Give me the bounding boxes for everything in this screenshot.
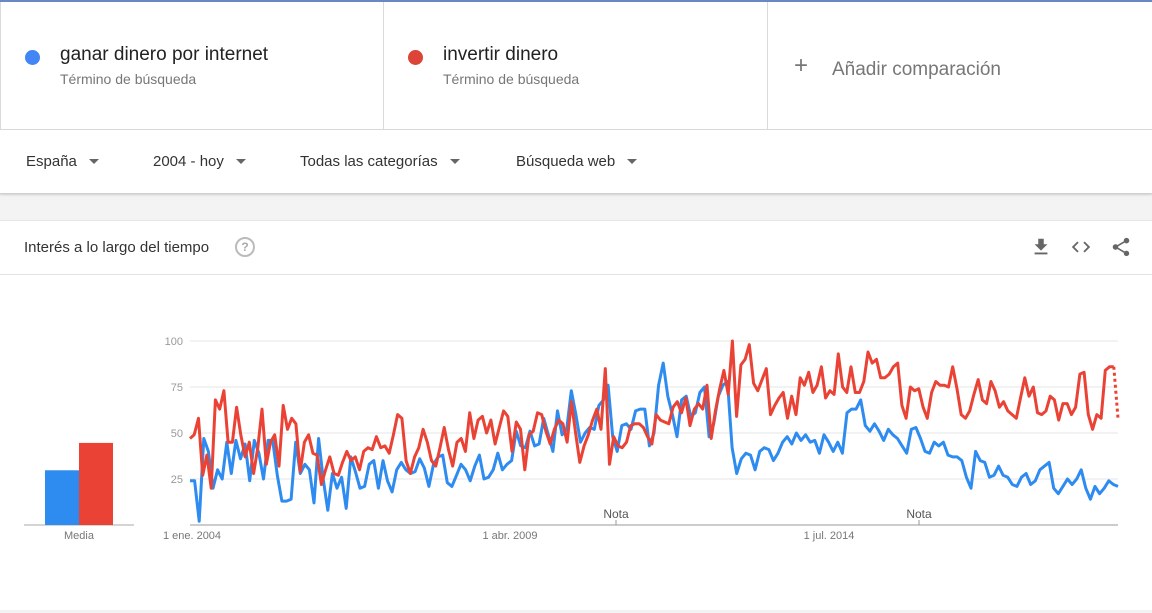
term-name-1: ganar dinero por internet: [60, 44, 269, 65]
category-dropdown[interactable]: Todas las categorías: [300, 153, 460, 170]
caret-down-icon: [88, 159, 99, 164]
add-comparison-button[interactable]: + Añadir comparación: [768, 2, 1152, 130]
chart-note-label[interactable]: Nota: [603, 507, 629, 521]
period-label: 2004 - hoy: [153, 153, 224, 170]
series-line-2-partial: [1112, 366, 1120, 419]
term-color-dot-1: [25, 50, 40, 65]
region-label: España: [26, 153, 77, 170]
y-tick-label: 50: [171, 428, 183, 440]
term-name-2: invertir dinero: [443, 44, 559, 65]
term-card-1[interactable]: ganar dinero por internet Término de bús…: [0, 2, 384, 130]
panel-title: Interés a lo largo del tiempo: [24, 239, 210, 256]
filter-bar: España 2004 - hoy Todas las categorías B…: [0, 130, 1152, 194]
help-circle-icon[interactable]: ?: [235, 237, 255, 257]
add-comparison-label: Añadir comparación: [832, 59, 1001, 80]
y-tick-label: 75: [171, 382, 183, 394]
term-card-2[interactable]: invertir dinero Término de búsqueda: [384, 2, 768, 130]
average-bar-1: [45, 470, 79, 525]
x-axis-labels: 1 ene. 2004 1 abr. 2009 1 jul. 2014 Nota…: [163, 507, 932, 542]
x-tick-label: 1 ene. 2004: [163, 530, 221, 542]
average-label: Media: [64, 530, 95, 542]
term-color-dot-2: [408, 50, 423, 65]
term-type-1: Término de búsqueda: [60, 71, 197, 87]
share-icon[interactable]: [1110, 236, 1132, 258]
caret-down-icon: [449, 159, 460, 164]
series-line-2[interactable]: [189, 339, 1114, 490]
period-dropdown[interactable]: 2004 - hoy: [153, 153, 246, 170]
term-type-2: Término de búsqueda: [443, 71, 580, 87]
chart-lines: [189, 339, 1120, 523]
x-tick-label: 1 abr. 2009: [482, 530, 537, 542]
category-label: Todas las categorías: [300, 153, 438, 170]
chart-grid: 100 75 50 25: [165, 336, 1118, 526]
y-tick-label: 100: [165, 336, 183, 348]
caret-down-icon: [235, 159, 246, 164]
plus-icon: +: [794, 52, 809, 79]
region-dropdown[interactable]: España: [26, 153, 99, 170]
comparison-bar: ganar dinero por internet Término de bús…: [0, 2, 1152, 130]
x-tick-label: 1 jul. 2014: [804, 530, 855, 542]
caret-down-icon: [627, 159, 638, 164]
top-accent-line: [0, 0, 1152, 2]
search-type-label: Búsqueda web: [516, 153, 616, 170]
y-tick-label: 25: [171, 474, 183, 486]
embed-code-icon[interactable]: [1070, 236, 1092, 258]
interest-chart: Media 100 75 50 25 1 ene. 2004 1 abr. 2009 …: [24, 336, 1120, 542]
panel-header: Interés a lo largo del tiempo ?: [0, 221, 1152, 275]
average-bars: Media: [24, 442, 134, 542]
interest-over-time-panel: Interés a lo largo del tiempo ? Media 10…: [0, 220, 1152, 610]
download-icon[interactable]: [1030, 236, 1052, 258]
search-type-dropdown[interactable]: Búsqueda web: [516, 153, 638, 170]
average-bar-2: [79, 442, 113, 525]
chart-note-label[interactable]: Nota: [906, 507, 932, 521]
